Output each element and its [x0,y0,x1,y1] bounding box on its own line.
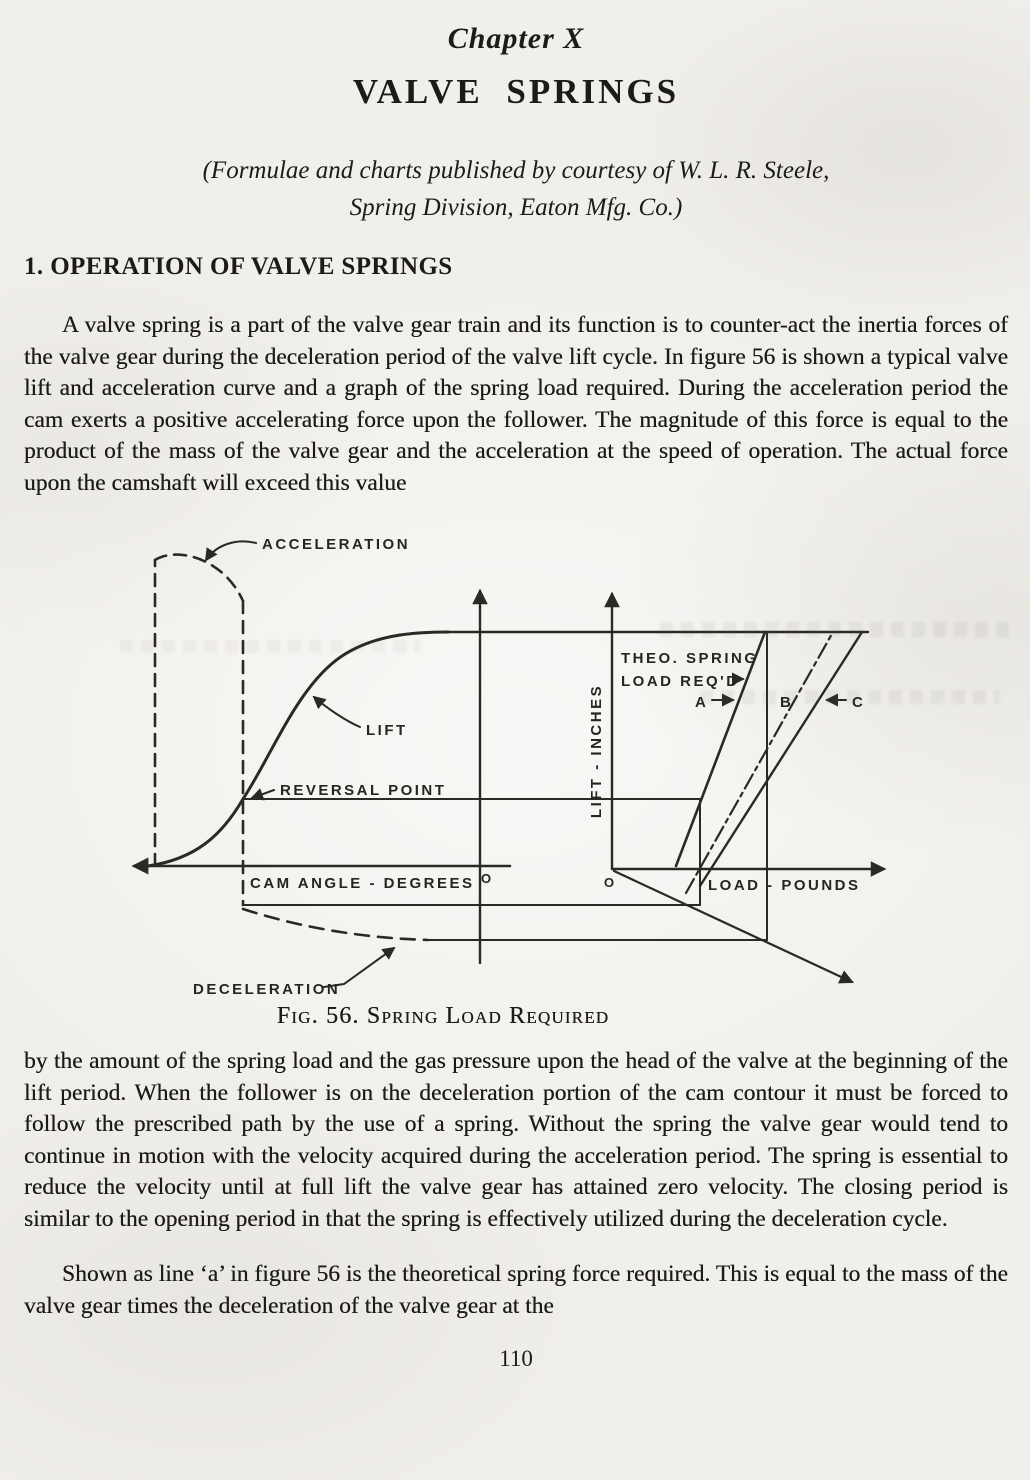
load-transfer-diagonal [612,869,854,984]
construction-lines [242,631,768,942]
figure-56-diagram: ACCELERATION LIFT REVERSAL POINT CAM ANG… [131,536,887,998]
acceleration-label: ACCELERATION [262,536,410,553]
acceleration-leader [204,540,257,562]
acceleration-curve [153,553,245,907]
line-b-label: B [780,694,793,711]
courtesy-note: (Formulae and charts published by courte… [24,152,1008,226]
reversal-point-leader [250,788,275,801]
figure-56: ACCELERATION LIFT REVERSAL POINT CAM ANG… [0,523,1030,1001]
line-c-spring-load [698,630,864,888]
label-leaders [204,540,847,989]
page-title: VALVE SPRINGS [352,72,680,111]
deceleration-leader [323,946,396,989]
courtesy-line-1: (Formulae and charts published by courte… [202,157,830,184]
lift-axis-label: LIFT - INCHES [588,684,605,818]
lift-curve [146,630,450,868]
load-axis-label: LOAD - POUNDS [708,877,861,894]
theo-spring-label-line2: LOAD REQ'D [621,673,740,690]
section-heading: 1. OPERATION OF VALVE SPRINGS [24,253,453,280]
cam-angle-axis-label: CAM ANGLE - DEGREES [250,875,474,892]
reversal-point-label: REVERSAL POINT [280,782,446,799]
paragraph-2: by the amount of the spring load and the… [24,1048,1008,1233]
lift-label: LIFT [366,722,408,739]
paragraph-1: A valve spring is a part of the valve ge… [24,312,1008,496]
line-b-spring-load [684,630,835,895]
left-origin-label: O [481,871,492,886]
deceleration-curve [241,907,430,942]
courtesy-line-2: Spring Division, Eaton Mfg. Co.) [349,194,683,221]
right-origin-label: O [604,875,615,890]
deceleration-label: DECELERATION [193,981,340,998]
page-number: 110 [499,1345,533,1371]
line-c-label: C [852,694,865,711]
paragraph-3: Shown as line ‘a’ in figure 56 is the th… [24,1261,1008,1319]
figure-caption: Fig. 56. Spring Load Required [276,1003,610,1030]
theo-spring-label-line1: THEO. SPRING [621,650,759,667]
line-a-theoretical-spring-load [674,630,767,868]
line-a-label: A [695,694,708,711]
lift-leader [312,695,361,729]
chapter-label: Chapter X [447,22,585,55]
